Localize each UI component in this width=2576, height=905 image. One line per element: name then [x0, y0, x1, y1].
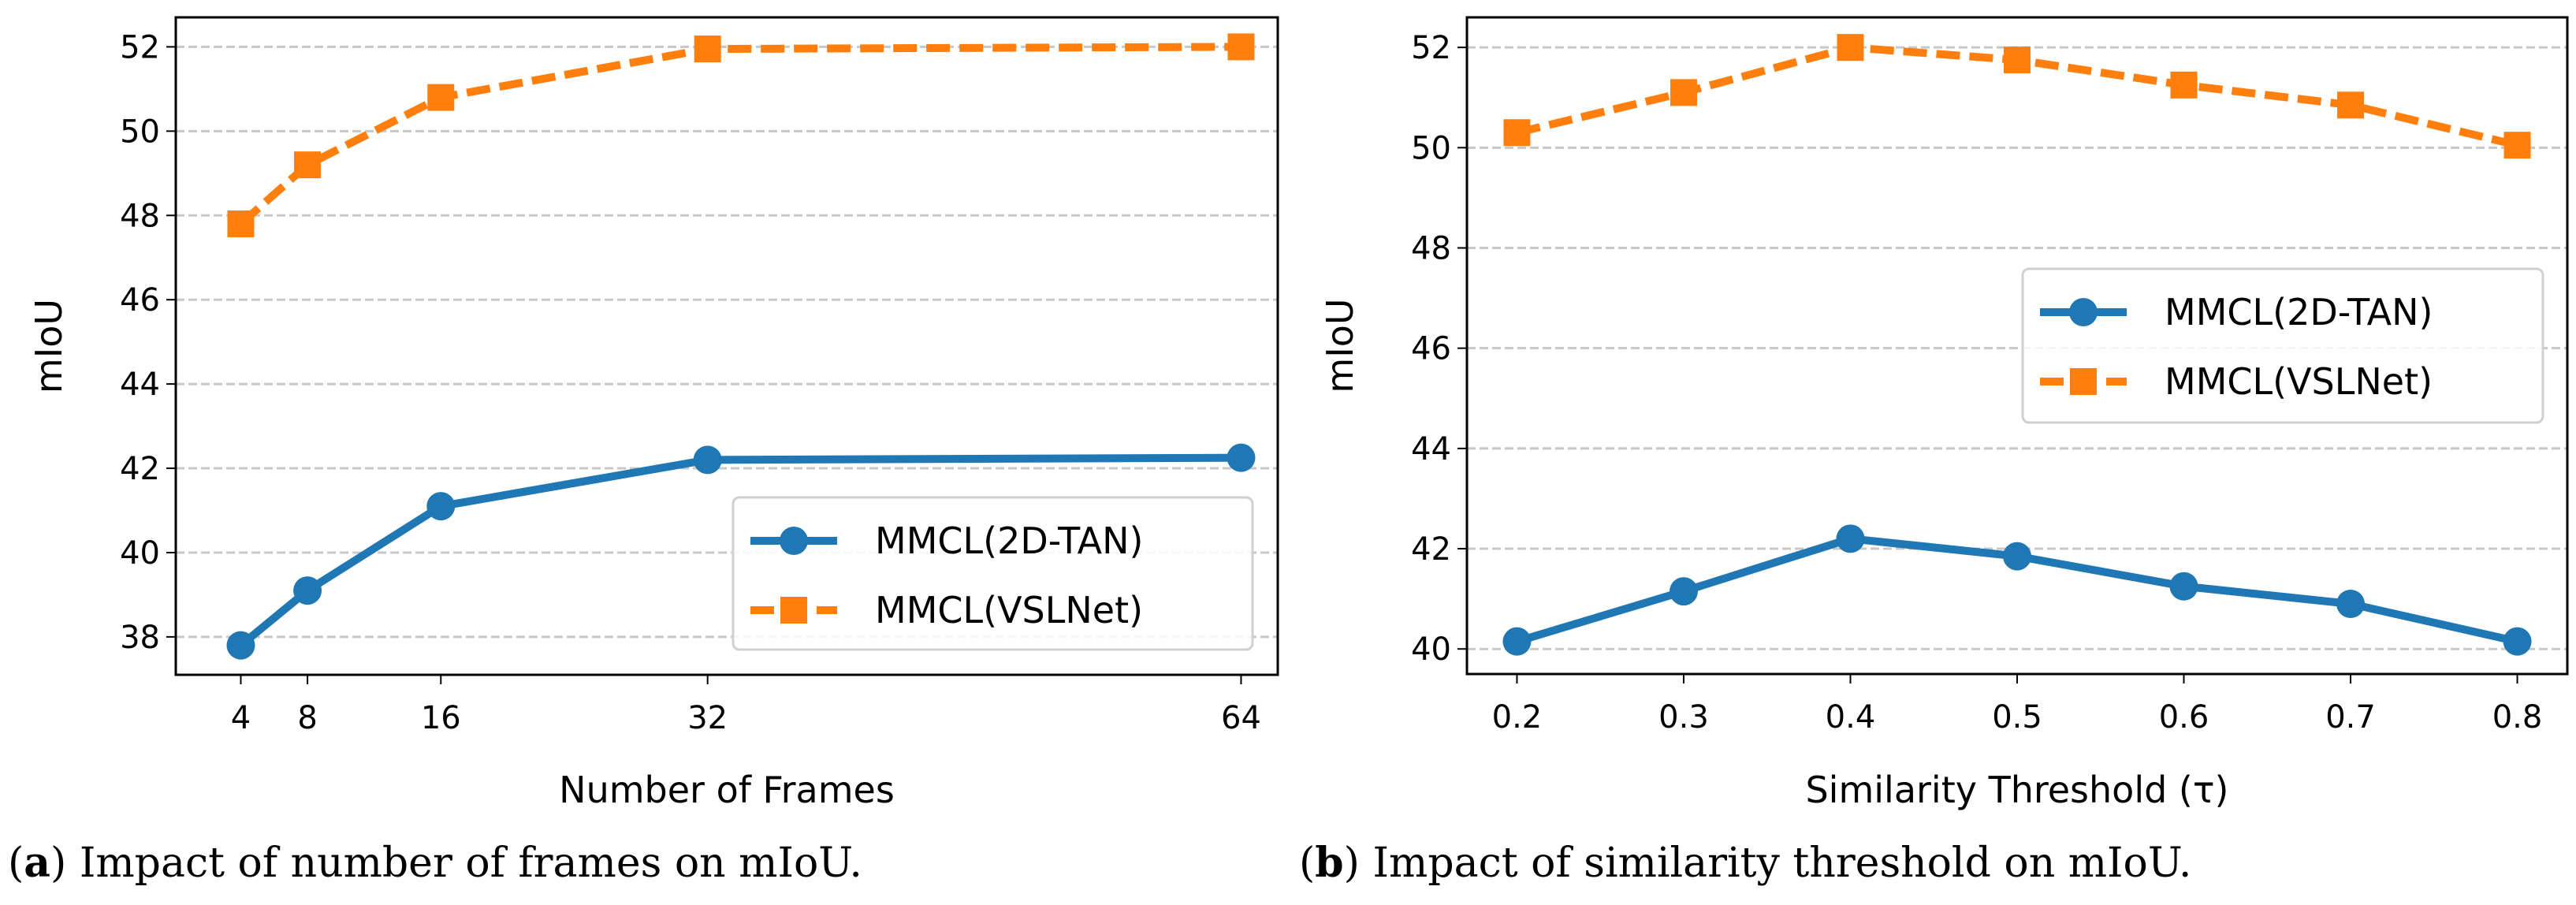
caption-paren-close: ) — [50, 840, 80, 887]
data-point-square — [1227, 33, 1255, 61]
y-tick-label: 40 — [1411, 631, 1451, 668]
legend-box — [2021, 267, 2544, 424]
caption-paren-open: ( — [8, 840, 24, 887]
legend: MMCL(2D-TAN) MMCL(VSLNet) — [2021, 267, 2544, 424]
x-axis-label: Number of Frames — [559, 769, 895, 811]
y-tick-label: 48 — [1411, 231, 1451, 267]
y-tick-label: 40 — [120, 535, 160, 572]
x-axis-label: Similarity Threshold (τ) — [1805, 769, 2228, 811]
y-tick-label: 52 — [1411, 30, 1451, 66]
x-tick-label: 0.3 — [1658, 699, 1709, 736]
data-point-circle — [1836, 524, 1865, 553]
x-tick-label: 0.8 — [2492, 699, 2543, 736]
legend: MMCL(2D-TAN) MMCL(VSLNet) — [731, 496, 1254, 651]
x-tick-label: 16 — [421, 700, 461, 736]
y-axis-label: mIoU — [28, 299, 70, 393]
y-tick-label: 48 — [120, 198, 160, 234]
data-point-square — [1670, 79, 1697, 106]
y-tick-label: 44 — [1411, 431, 1451, 467]
series-line-1 — [238, 43, 1241, 227]
x-tick-label: 0.4 — [1826, 699, 1876, 736]
y-tick-label: 38 — [120, 620, 160, 656]
y-tick-label: 46 — [120, 282, 160, 318]
x-tick-label: 8 — [297, 700, 317, 736]
legend-label: MMCL(VSLNet) — [875, 589, 1143, 631]
caption-paren-close: ) — [1344, 840, 1373, 887]
figure-caption: (a) Impact of number of frames on mIoU. — [8, 839, 862, 887]
data-point-square — [2004, 47, 2031, 74]
data-point-circle — [2503, 627, 2532, 656]
data-point-circle — [1227, 443, 1256, 472]
data-point-square — [427, 84, 455, 111]
figure-caption: (b) Impact of similarity threshold on mI… — [1299, 839, 2191, 887]
data-point-circle — [1669, 577, 1698, 606]
chart-panel-b: 40 42 44 46 48 50 52 0.2 0.3 0.4 0.5 0.6 0.7 0.8 MMCL(… — [1299, 16, 2569, 887]
legend-marker-square — [2070, 368, 2097, 395]
data-point-circle — [1502, 627, 1532, 656]
data-point-circle — [693, 445, 722, 475]
legend-box — [731, 496, 1254, 651]
legend-marker-circle — [780, 527, 808, 555]
data-point-circle — [226, 631, 255, 660]
legend-marker-square — [780, 597, 807, 624]
caption-text: Impact of number of frames on mIoU. — [80, 840, 862, 887]
y-tick-label: 50 — [1411, 130, 1451, 166]
y-tick-label: 42 — [120, 451, 160, 487]
data-point-circle — [426, 492, 456, 521]
axes-frame — [1465, 16, 2569, 676]
data-point-square — [1837, 34, 1864, 61]
caption-label: a — [24, 839, 50, 887]
x-tick-label: 0.7 — [2325, 699, 2376, 736]
data-point-square — [1503, 119, 1531, 147]
legend-label: MMCL(VSLNet) — [2165, 360, 2433, 403]
x-tick-label: 0.6 — [2159, 699, 2209, 736]
legend-label: MMCL(2D-TAN) — [2165, 291, 2433, 333]
data-point-circle — [293, 576, 322, 605]
legend-marker-circle — [2069, 298, 2098, 326]
caption-text: Impact of similarity threshold on mIoU. — [1372, 840, 2191, 887]
data-point-square — [227, 210, 255, 237]
x-tick-label: 0.2 — [1492, 699, 1543, 736]
data-point-circle — [2003, 542, 2031, 571]
x-tick-label: 64 — [1221, 700, 1261, 736]
data-point-square — [294, 151, 322, 179]
data-point-square — [694, 35, 721, 63]
data-point-square — [2170, 71, 2198, 99]
data-point-circle — [2169, 572, 2198, 601]
axes-frame — [174, 16, 1279, 676]
data-point-square — [2503, 132, 2531, 159]
x-tick-label: 32 — [687, 700, 728, 736]
x-tick-label: 4 — [231, 700, 251, 736]
legend-label: MMCL(2D-TAN) — [875, 520, 1144, 562]
y-tick-label: 52 — [120, 29, 160, 65]
y-tick-label: 50 — [120, 114, 160, 150]
caption-label: b — [1315, 839, 1343, 887]
y-tick-label: 44 — [120, 367, 160, 403]
data-point-circle — [2336, 589, 2366, 618]
data-point-square — [2337, 91, 2365, 119]
y-tick-label: 46 — [1411, 331, 1451, 367]
x-tick-label: 0.5 — [1992, 699, 2042, 736]
y-tick-label: 42 — [1411, 531, 1451, 568]
caption-paren-open: ( — [1299, 840, 1315, 887]
y-axis-label: mIoU — [1319, 298, 1361, 393]
